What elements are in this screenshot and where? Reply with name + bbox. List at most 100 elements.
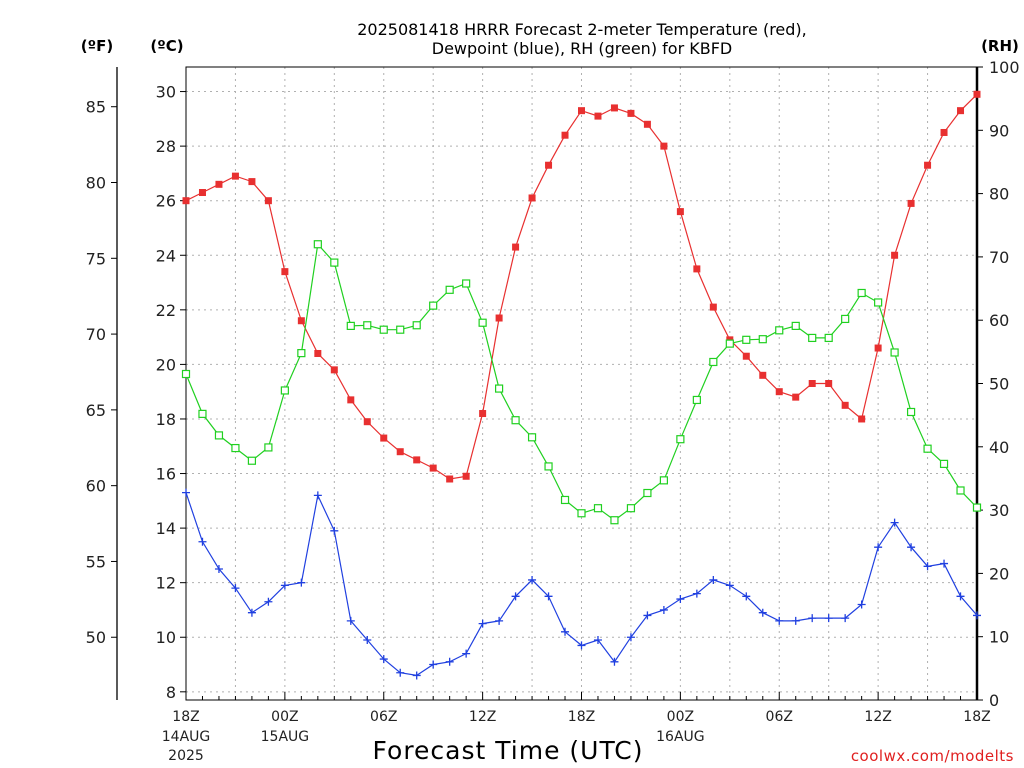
dewpoint-point — [330, 526, 339, 535]
temperature-point — [610, 104, 618, 112]
dewpoint-point — [182, 488, 190, 497]
rh-point — [544, 462, 553, 471]
dewpoint-point — [544, 592, 553, 601]
dewpoint-point — [692, 589, 701, 598]
temperature-point — [231, 172, 239, 180]
rh-point — [198, 409, 207, 418]
celsius-tick-label: 12 — [156, 574, 176, 593]
temperature-point — [627, 109, 635, 117]
chart-title-line-2: Dewpoint (blue), RH (green) for KBFD — [432, 39, 732, 58]
rh-point — [462, 279, 471, 288]
x-date-label: 15AUG — [261, 729, 310, 745]
x-tick-label: 00Z — [271, 709, 298, 725]
rh-point — [939, 459, 949, 468]
rh-point — [445, 285, 454, 294]
temperature-point — [215, 180, 223, 188]
dewpoint-point — [676, 595, 685, 604]
dewpoint-point — [824, 614, 833, 623]
x-tick-label: 18Z — [568, 709, 595, 725]
rh-point — [890, 348, 899, 357]
dewpoint-point — [775, 616, 784, 625]
dewpoint-point — [709, 575, 718, 584]
fahrenheit-tick-label: 65 — [86, 401, 106, 420]
x-axis-label: Forecast Time (UTC) — [373, 736, 644, 765]
rh-point — [923, 444, 932, 453]
rh-tick-label: 70 — [989, 248, 1009, 267]
celsius-tick-label: 10 — [156, 628, 176, 647]
temperature-point — [264, 197, 272, 205]
temperature-point — [413, 456, 421, 464]
rh-point — [181, 369, 191, 379]
dewpoint-point — [396, 668, 405, 677]
dewpoint-point — [940, 559, 949, 568]
dewpoint-series — [182, 488, 981, 680]
rh-point — [346, 321, 355, 330]
temperature-point — [924, 161, 932, 169]
x-tick-label: 18Z — [963, 709, 990, 725]
rh-point — [429, 301, 438, 310]
dewpoint-point — [231, 584, 240, 593]
temperature-point — [297, 317, 305, 325]
celsius-tick-label: 18 — [156, 410, 176, 429]
rh-point — [643, 488, 652, 498]
temperature-point — [742, 352, 750, 360]
rh-point — [676, 435, 685, 444]
temperature-point — [693, 265, 701, 273]
temperature-point — [643, 120, 651, 128]
rh-series — [181, 240, 982, 525]
temperature-point — [907, 199, 915, 207]
dewpoint-point — [742, 592, 751, 601]
dewpoint-point — [313, 491, 322, 500]
dewpoint-point — [478, 619, 487, 628]
dewpoint-point — [758, 608, 767, 617]
celsius-tick-label: 22 — [156, 301, 176, 320]
rh-point — [280, 386, 289, 395]
rh-tick-label: 30 — [989, 501, 1009, 520]
x-tick-label: 06Z — [766, 709, 793, 725]
rh-tick-label: 100 — [989, 58, 1020, 77]
rh-point — [363, 321, 372, 330]
rh-point — [775, 326, 784, 335]
rh-point — [478, 318, 487, 327]
rh-point — [956, 486, 965, 495]
temperature-point — [479, 410, 487, 418]
dewpoint-point — [412, 671, 421, 680]
fahrenheit-tick-label: 60 — [86, 477, 106, 496]
dewpoint-point — [198, 537, 207, 546]
dewpoint-point — [561, 627, 570, 636]
dewpoint-point — [923, 562, 932, 571]
dewpoint-point — [643, 611, 652, 620]
dewpoint-point — [841, 614, 850, 623]
rh-point — [247, 456, 257, 465]
dewpoint-point — [890, 518, 899, 527]
temperature-series — [182, 90, 981, 483]
rh-tick-label: 0 — [989, 691, 999, 710]
temperature-point — [874, 344, 882, 352]
dewpoint-point — [593, 635, 602, 644]
x-tick-label: 06Z — [370, 709, 397, 725]
celsius-tick-label: 24 — [156, 246, 176, 265]
rh-point — [593, 504, 603, 513]
temperature-point — [380, 434, 388, 442]
rh-point — [725, 339, 734, 348]
fahrenheit-tick-label: 80 — [86, 174, 106, 193]
x-tick-label: 12Z — [469, 709, 496, 725]
temperature-point — [429, 464, 437, 472]
rh-tick-label: 40 — [989, 438, 1009, 457]
rh-point — [709, 357, 718, 367]
temperature-point — [330, 366, 338, 374]
dewpoint-point — [874, 543, 883, 552]
rh-point — [857, 288, 866, 298]
rh-tick-label: 50 — [989, 375, 1009, 394]
temperature-point — [446, 475, 454, 483]
temperature-point — [957, 107, 965, 115]
celsius-tick-label: 8 — [166, 683, 176, 702]
dewpoint-point — [610, 657, 619, 666]
rh-point — [758, 335, 767, 344]
temperature-point — [858, 415, 866, 423]
rh-point — [412, 321, 421, 330]
rh-point — [297, 349, 306, 358]
dewpoint-point — [280, 581, 289, 590]
x-tick-label: 18Z — [172, 709, 199, 725]
temperature-point — [495, 314, 503, 322]
